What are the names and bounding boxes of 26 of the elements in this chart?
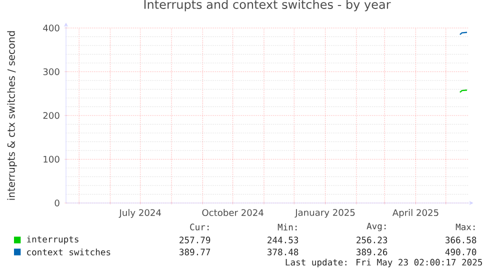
text: 389.26 [356,248,388,256]
y-tick-label: 100 [44,156,60,163]
chart-title: Interrupts and context switches - by year [144,0,391,12]
legend-label: context switches [27,248,110,256]
text: Last update: Fri May 23 02:00:17 2025 [286,258,482,268]
x-tick-label: July 2024 [118,209,161,218]
text: 244.53 [268,236,298,244]
y-tick-label: 300 [43,68,60,76]
legend-label: interrupts [27,236,78,244]
text: Cur: [190,224,209,230]
text: Avg: [366,222,386,232]
text: Min: [278,224,297,230]
text: 389.77 [180,248,210,256]
text: 378.48 [268,248,298,256]
text: Max: [456,224,475,230]
x-tick-label: April 2025 [392,209,438,218]
text: 256.23 [356,236,388,244]
text: 490.70 [445,248,476,256]
y-tick-label: 0 [54,200,60,206]
y-axis-title: interrupts & ctx switches / second [7,31,17,200]
y-tick-label: 400 [43,24,60,32]
text: 366.58 [446,236,476,244]
x-tick-label: January 2025 [294,209,355,218]
text: 257.79 [180,236,210,244]
y-tick-label: 200 [43,112,60,119]
x-tick-label: October 2024 [202,209,264,216]
